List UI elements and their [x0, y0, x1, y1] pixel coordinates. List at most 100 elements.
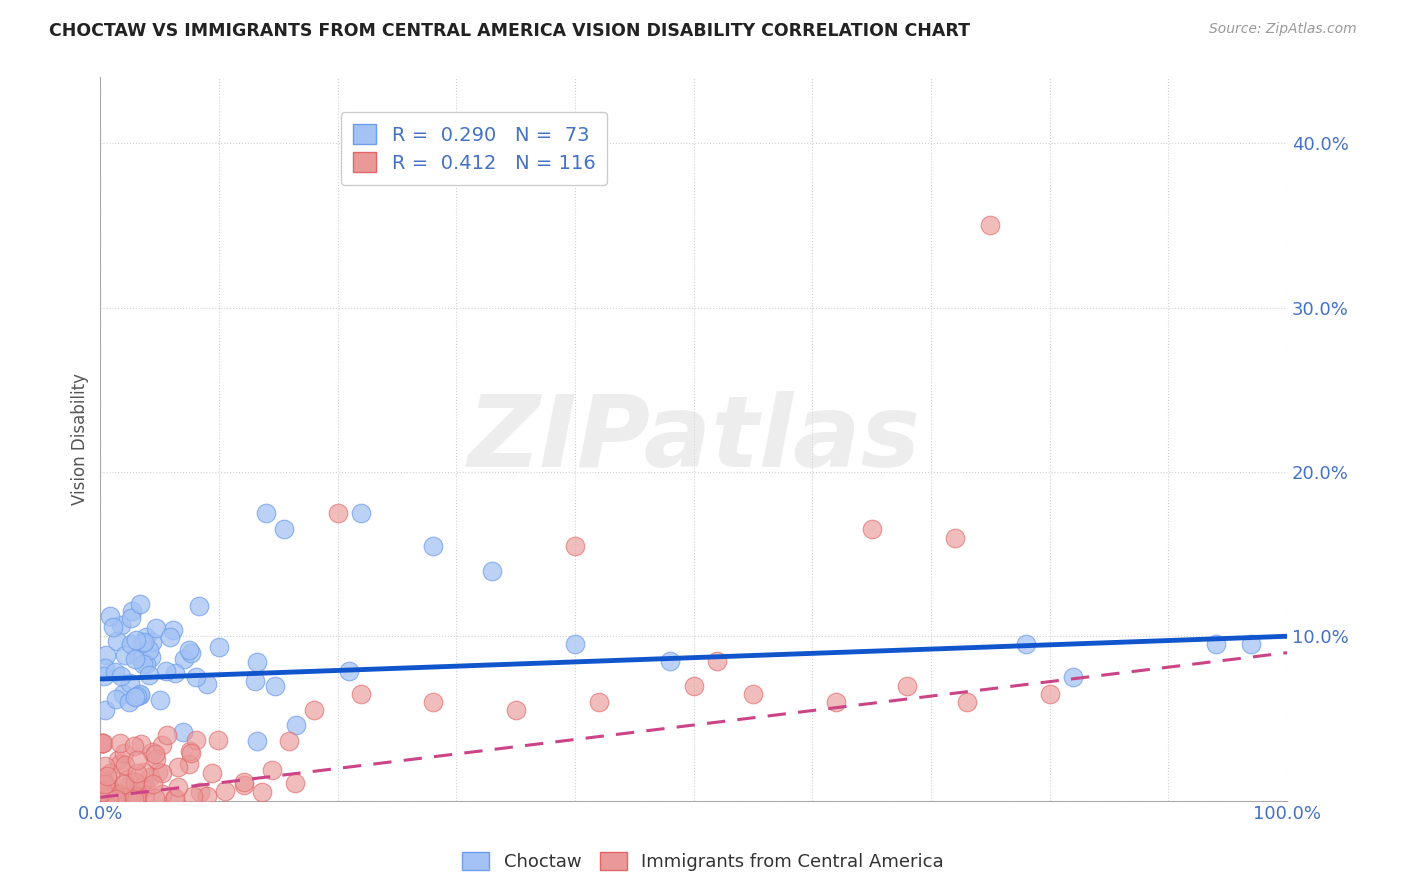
Point	[103, 790, 125, 805]
Point	[122, 789, 145, 804]
Point	[90, 771, 112, 785]
Point	[1015, 638, 1038, 652]
Point	[1240, 638, 1263, 652]
Point	[1039, 687, 1062, 701]
Point	[195, 676, 218, 690]
Point	[145, 621, 167, 635]
Point	[162, 623, 184, 637]
Point	[896, 679, 918, 693]
Point	[103, 620, 125, 634]
Point	[481, 564, 503, 578]
Point	[107, 634, 129, 648]
Point	[94, 661, 117, 675]
Point	[243, 673, 266, 688]
Point	[125, 689, 148, 703]
Point	[127, 777, 149, 791]
Point	[139, 770, 162, 784]
Point	[232, 775, 254, 789]
Point	[103, 789, 125, 804]
Point	[184, 670, 207, 684]
Text: CHOCTAW VS IMMIGRANTS FROM CENTRAL AMERICA VISION DISABILITY CORRELATION CHART: CHOCTAW VS IMMIGRANTS FROM CENTRAL AMERI…	[49, 22, 970, 40]
Point	[91, 789, 114, 804]
Point	[120, 611, 142, 625]
Point	[159, 631, 181, 645]
Point	[100, 781, 122, 796]
Point	[121, 605, 143, 619]
Point	[180, 746, 202, 760]
Point	[122, 792, 145, 806]
Point	[91, 736, 114, 750]
Point	[172, 724, 194, 739]
Point	[94, 758, 117, 772]
Point	[97, 792, 120, 806]
Point	[124, 652, 146, 666]
Point	[284, 775, 307, 789]
Point	[825, 695, 848, 709]
Point	[94, 703, 117, 717]
Point	[273, 523, 295, 537]
Point	[256, 506, 278, 520]
Point	[134, 780, 156, 794]
Point	[163, 792, 186, 806]
Point	[979, 219, 1001, 233]
Point	[350, 506, 373, 520]
Point	[141, 635, 163, 649]
Point	[173, 652, 195, 666]
Point	[277, 733, 299, 747]
Point	[1062, 670, 1084, 684]
Point	[150, 788, 173, 802]
Point	[180, 647, 202, 661]
Point	[208, 640, 231, 655]
Point	[155, 664, 177, 678]
Point	[285, 718, 308, 732]
Point	[90, 736, 112, 750]
Point	[145, 752, 167, 766]
Point	[127, 789, 149, 804]
Point	[98, 608, 121, 623]
Point	[141, 746, 163, 760]
Point	[177, 642, 200, 657]
Point	[103, 788, 125, 802]
Point	[186, 732, 208, 747]
Point	[260, 763, 283, 777]
Point	[131, 636, 153, 650]
Point	[350, 687, 373, 701]
Point	[94, 777, 117, 791]
Point	[134, 789, 156, 803]
Point	[564, 539, 586, 553]
Point	[143, 790, 166, 805]
Point	[505, 703, 527, 717]
Point	[564, 638, 586, 652]
Point	[166, 780, 188, 794]
Point	[107, 753, 129, 767]
Point	[90, 772, 112, 787]
Point	[100, 791, 122, 805]
Point	[188, 599, 211, 614]
Point	[943, 531, 966, 545]
Point	[195, 789, 218, 803]
Point	[107, 787, 129, 801]
Legend: R =  0.290   N =  73, R =  0.412   N = 116: R = 0.290 N = 73, R = 0.412 N = 116	[342, 112, 607, 185]
Point	[233, 778, 256, 792]
Point	[138, 643, 160, 657]
Point	[128, 597, 150, 611]
Point	[96, 769, 118, 783]
Point	[250, 785, 273, 799]
Point	[117, 772, 139, 786]
Point	[163, 791, 186, 805]
Point	[128, 688, 150, 702]
Point	[156, 728, 179, 742]
Point	[110, 617, 132, 632]
Point	[129, 687, 152, 701]
Point	[339, 664, 361, 678]
Point	[134, 765, 156, 780]
Point	[110, 789, 132, 803]
Point	[91, 785, 114, 799]
Point	[163, 665, 186, 680]
Point	[91, 789, 114, 803]
Text: ZIPatlas: ZIPatlas	[467, 391, 921, 488]
Y-axis label: Vision Disability: Vision Disability	[72, 373, 89, 505]
Point	[1205, 638, 1227, 652]
Point	[127, 648, 149, 663]
Point	[112, 746, 135, 760]
